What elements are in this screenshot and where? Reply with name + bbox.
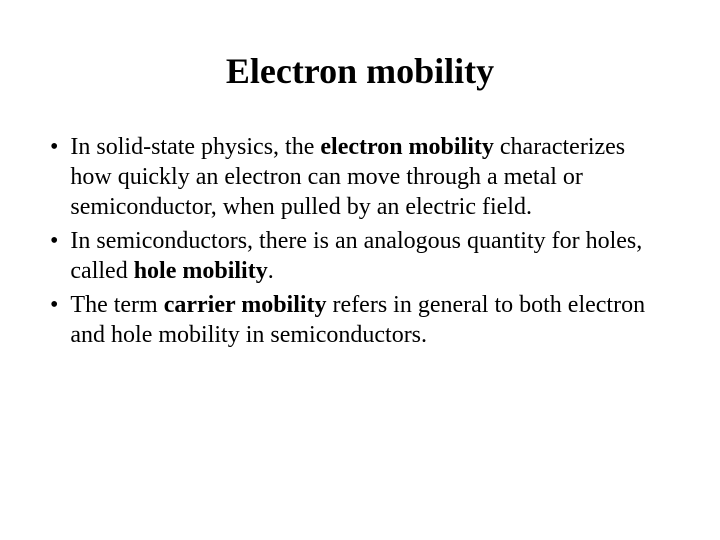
bullet-text: The term carrier mobility refers in gene… [70, 290, 670, 350]
bullet-marker: • [50, 226, 58, 286]
bullet-item: • In solid-state physics, the electron m… [50, 132, 670, 222]
bullet-item: • The term carrier mobility refers in ge… [50, 290, 670, 350]
slide-content: • In solid-state physics, the electron m… [50, 132, 670, 350]
bullet-text: In semiconductors, there is an analogous… [70, 226, 670, 286]
bullet-text: In solid-state physics, the electron mob… [70, 132, 670, 222]
bullet-item: • In semiconductors, there is an analogo… [50, 226, 670, 286]
bullet-marker: • [50, 132, 58, 222]
slide-title: Electron mobility [50, 50, 670, 92]
bullet-marker: • [50, 290, 58, 350]
